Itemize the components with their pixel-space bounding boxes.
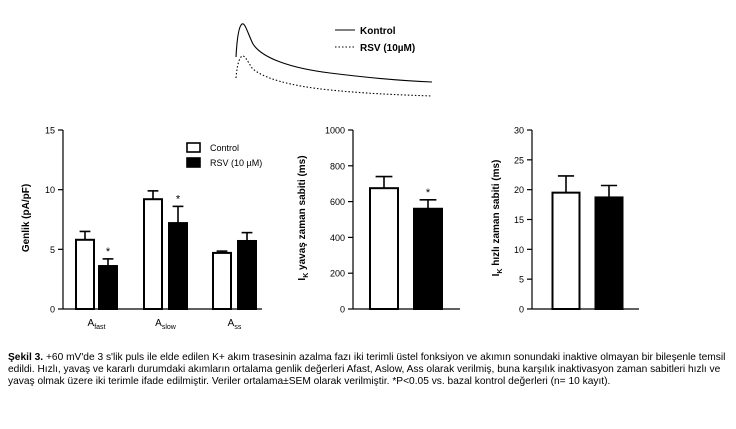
x-tick-label: Ass bbox=[228, 318, 242, 331]
error-bar bbox=[147, 190, 159, 200]
bar-rsv bbox=[237, 239, 257, 310]
y-tick-label: 400 bbox=[330, 233, 345, 243]
legend-label-rsv: RSV (10µM) bbox=[360, 43, 415, 54]
bar-control bbox=[143, 198, 163, 310]
bar-rsv bbox=[413, 207, 443, 310]
legend: Control RSV (10 µM) bbox=[186, 142, 262, 168]
chart-slow-tau: 0 200 400 600 800 1000 IK yavaş zaman sabiti … bbox=[297, 126, 460, 315]
trace-kontrol bbox=[235, 23, 433, 83]
current-trace-inset: Kontrol RSV (10µM) bbox=[235, 23, 433, 97]
legend-swatch-control bbox=[186, 142, 201, 153]
significance-marker: * bbox=[106, 246, 111, 258]
chart-amplitude: 0 5 10 15 Genlik (pA/pF) * * Afast Aslow Ass C… bbox=[21, 126, 262, 332]
y-axis-label: IK hızlı zaman sabiti (ms) bbox=[491, 160, 504, 277]
y-tick-label: 15 bbox=[514, 215, 524, 225]
legend-label-rsv: RSV (10 µM) bbox=[210, 158, 262, 168]
y-tick-label: 5 bbox=[519, 275, 524, 285]
error-bar bbox=[375, 175, 393, 189]
bar-rsv bbox=[98, 265, 118, 311]
y-tick-label: 0 bbox=[519, 305, 524, 315]
y-tick-label: 200 bbox=[330, 269, 345, 279]
y-tick-label: 15 bbox=[45, 126, 55, 136]
error-bar bbox=[102, 258, 114, 267]
y-tick-label: 0 bbox=[50, 305, 55, 315]
y-tick-label: 25 bbox=[514, 155, 524, 165]
y-tick-label: 0 bbox=[340, 305, 345, 315]
significance-marker: * bbox=[176, 193, 181, 205]
error-bar bbox=[557, 175, 575, 193]
x-tick-label: Aslow bbox=[155, 318, 177, 331]
y-tick-label: 5 bbox=[50, 245, 55, 255]
bar-control bbox=[75, 238, 95, 310]
bar-rsv bbox=[168, 222, 188, 310]
bar-control bbox=[369, 187, 399, 310]
error-bar bbox=[419, 199, 437, 209]
y-tick-label: 10 bbox=[45, 185, 55, 195]
error-bar bbox=[79, 230, 91, 240]
x-tick-label: Afast bbox=[88, 318, 106, 331]
caption-label: Şekil 3. bbox=[8, 352, 44, 363]
error-bar bbox=[600, 184, 618, 198]
y-axis-label: IK yavaş zaman sabiti (ms) bbox=[297, 155, 310, 280]
legend-label-control: Control bbox=[210, 143, 239, 153]
bar-control bbox=[551, 191, 581, 310]
y-tick-label: 800 bbox=[330, 161, 345, 171]
chart-fast-tau: 0 5 10 15 20 25 30 IK hızlı zaman sabiti (ms) bbox=[491, 126, 639, 315]
bar-control bbox=[212, 251, 232, 310]
error-bar bbox=[241, 231, 253, 241]
legend-label-kontrol: Kontrol bbox=[360, 26, 396, 37]
significance-marker: * bbox=[426, 187, 431, 199]
y-tick-label: 1000 bbox=[325, 126, 345, 136]
y-tick-label: 20 bbox=[514, 185, 524, 195]
figure-caption: Şekil 3. +60 mV'de 3 s'lik puls ile elde… bbox=[8, 352, 728, 389]
bar-rsv bbox=[594, 196, 624, 311]
trace-rsv bbox=[235, 55, 433, 97]
y-tick-label: 10 bbox=[514, 245, 524, 255]
legend-swatch-rsv bbox=[186, 157, 201, 168]
caption-text: +60 mV'de 3 s'lik puls ile elde edilen K… bbox=[8, 352, 726, 388]
error-bar bbox=[172, 205, 184, 224]
figure-canvas: Kontrol RSV (10µM) 0 5 10 15 Genlik (pA/pF)… bbox=[21, 23, 639, 332]
y-tick-label: 600 bbox=[330, 197, 345, 207]
y-tick-label: 30 bbox=[514, 126, 524, 136]
y-axis-label: Genlik (pA/pF) bbox=[21, 184, 32, 252]
